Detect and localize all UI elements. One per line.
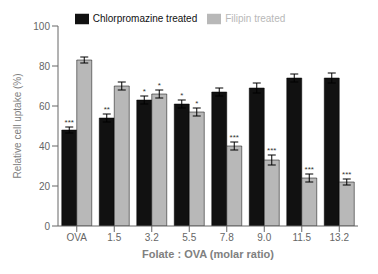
svg-text:***: ***	[305, 165, 314, 174]
svg-text:80: 80	[39, 61, 51, 72]
svg-text:0: 0	[44, 221, 50, 232]
svg-text:OVA: OVA	[67, 232, 88, 243]
svg-text:*: *	[158, 81, 161, 90]
svg-text:***: ***	[65, 118, 74, 127]
svg-text:20: 20	[39, 181, 51, 192]
svg-text:100: 100	[33, 21, 50, 32]
svg-text:***: ***	[230, 133, 239, 142]
svg-text:9.0: 9.0	[257, 232, 271, 243]
svg-text:**: **	[104, 105, 110, 114]
svg-text:7.8: 7.8	[220, 232, 234, 243]
html-text:Chlorpromazine treated: Chlorpromazine treated	[92, 12, 198, 24]
svg-text:1.5: 1.5	[107, 232, 121, 243]
svg-text:13.2: 13.2	[330, 232, 350, 243]
svg-text:*: *	[143, 87, 146, 96]
svg-text:11.5: 11.5	[292, 232, 311, 243]
svg-text:*: *	[195, 99, 198, 108]
svg-text:Relative cell uptake (%): Relative cell uptake (%)	[12, 73, 23, 178]
svg-text:***: ***	[267, 146, 276, 155]
svg-text:60: 60	[39, 101, 51, 112]
html-text:Filipin treated: Filipin treated	[225, 12, 286, 24]
svg-text:5.5: 5.5	[182, 232, 196, 243]
svg-text:***: ***	[342, 170, 351, 179]
svg-text:Folate : OVA (molar ratio): Folate : OVA (molar ratio)	[142, 248, 274, 260]
svg-text:40: 40	[39, 141, 51, 152]
svg-text:3.2: 3.2	[145, 232, 159, 243]
svg-text:*: *	[180, 91, 183, 100]
